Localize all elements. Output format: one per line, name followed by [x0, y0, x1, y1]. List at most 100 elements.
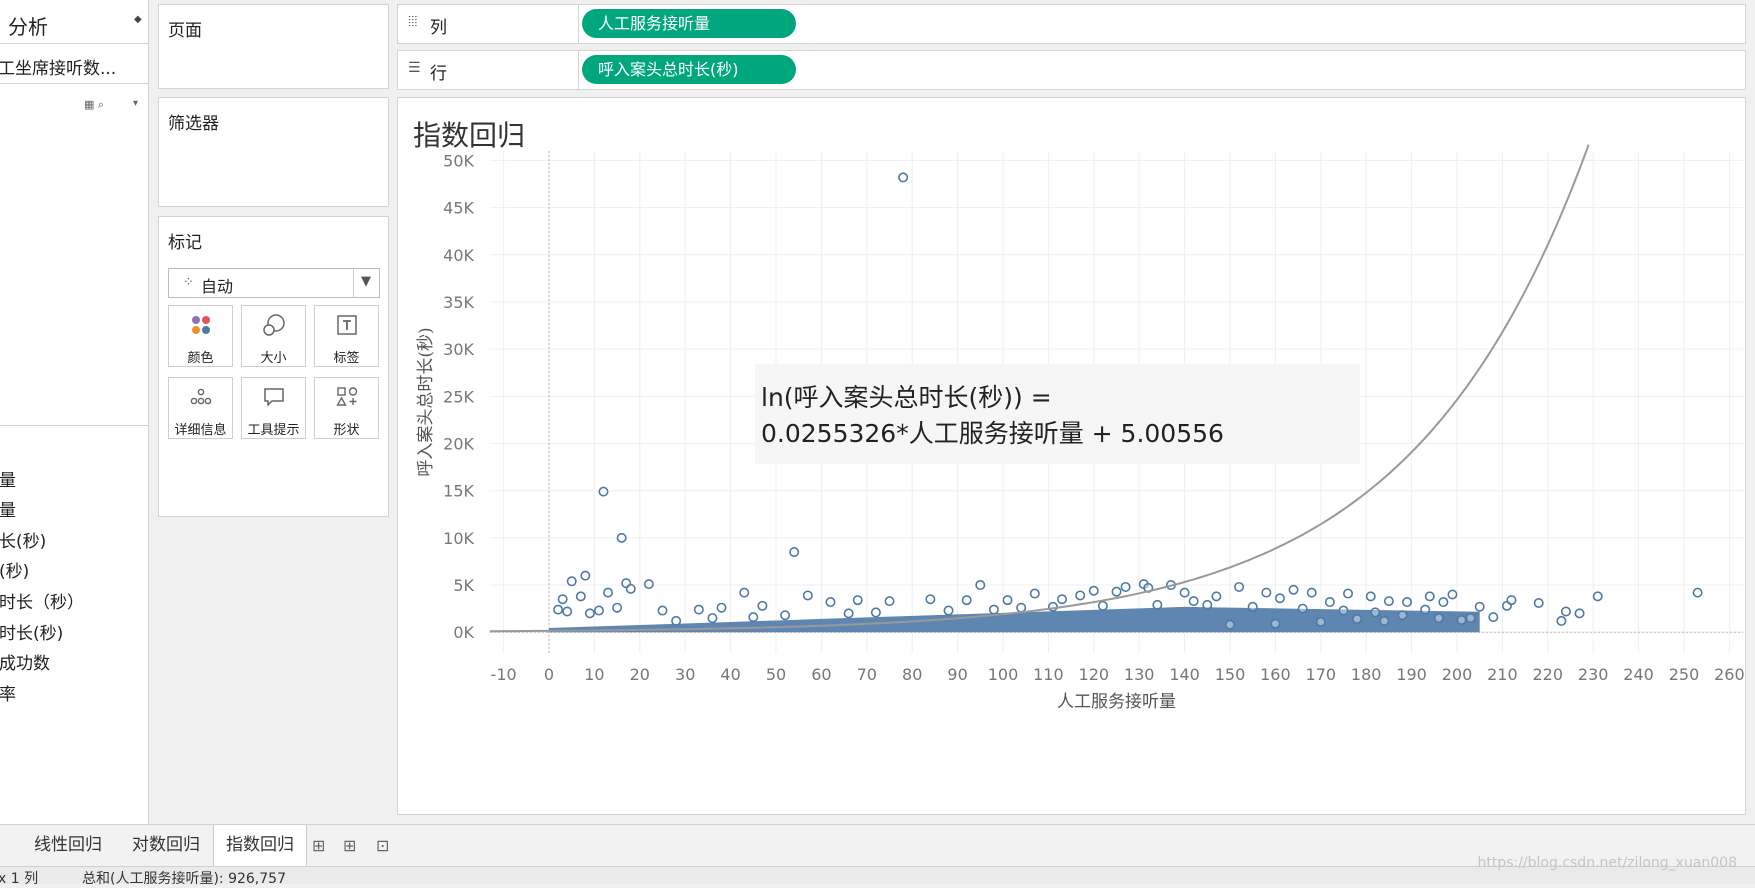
new-dashboard-icon[interactable]: ⊞: [343, 836, 357, 855]
mark-type-value: 自动: [201, 277, 234, 296]
y-tick-label: 15K: [443, 482, 474, 501]
analytics-tab[interactable]: 分析 ◆: [0, 0, 149, 44]
y-tick-label: 20K: [443, 435, 474, 454]
data-point: [1438, 597, 1449, 608]
size-button[interactable]: 大小: [241, 305, 306, 367]
measure-field[interactable]: (秒): [0, 562, 30, 582]
data-point: [1338, 605, 1349, 616]
data-point: [1556, 615, 1567, 626]
label-button[interactable]: 标签: [314, 305, 379, 367]
data-point: [884, 596, 895, 607]
filters-card[interactable]: 筛选器: [158, 97, 389, 207]
detail-button[interactable]: 详细信息: [168, 377, 233, 439]
tab-exponential-regression[interactable]: 指数回归: [213, 825, 307, 866]
data-point: [707, 613, 718, 624]
dropdown-separator: [353, 269, 354, 297]
shape-button-label: 形状: [333, 423, 360, 438]
data-point: [757, 600, 768, 611]
columns-shelf-header: ⦙⦙⦙ 列: [398, 5, 579, 43]
annotation-line-1: ln(呼入案头总时长(秒)) =: [761, 383, 1052, 412]
scatter-chart[interactable]: -10 0 10 20 30 40 50 60 70 80 90 100 110 120 130 140 150…: [398, 98, 1745, 814]
pages-card[interactable]: 页面: [158, 4, 389, 89]
columns-shelf-label: 列: [430, 18, 447, 38]
data-point: [716, 602, 727, 613]
new-worksheet-icon[interactable]: ⊞: [312, 836, 326, 855]
chevron-down-icon[interactable]: ▼: [361, 274, 371, 289]
data-point: [1315, 616, 1326, 627]
data-point: [1016, 602, 1027, 613]
y-tick-label: 35K: [443, 293, 474, 312]
measure-field[interactable]: 成功数: [0, 654, 50, 674]
data-point: [1402, 597, 1413, 608]
list-search-icon[interactable]: ▦ ⌕: [84, 98, 105, 111]
data-point: [1456, 614, 1467, 625]
data-point: [625, 583, 636, 594]
data-point: [1111, 586, 1122, 597]
data-point: [1447, 589, 1458, 600]
data-point: [1433, 613, 1444, 624]
tab-toggle-icon[interactable]: ◆: [134, 14, 142, 25]
measure-field[interactable]: 时长(秒): [0, 624, 64, 644]
y-tick-label: 10K: [443, 529, 474, 548]
data-point: [1120, 581, 1131, 592]
x-tick-label: 170: [1306, 665, 1337, 684]
rows-shelf[interactable]: ☰ 行 呼入案头总时长(秒): [397, 50, 1746, 90]
shape-button[interactable]: 形状: [314, 377, 379, 439]
data-point: [1352, 614, 1363, 625]
measure-field[interactable]: 时长（秒）: [0, 593, 84, 613]
data-point: [925, 594, 936, 605]
tab-log-regression[interactable]: 对数回归: [132, 835, 200, 855]
data-point: [1270, 618, 1281, 629]
data-point: [852, 595, 863, 606]
x-tick-label: 60: [811, 665, 831, 684]
data-point: [1574, 608, 1585, 619]
tab-linear-regression[interactable]: 线性回归: [34, 835, 102, 855]
shape-icon: [315, 385, 378, 414]
measure-field[interactable]: 量: [0, 501, 16, 521]
status-dimensions: x 1 列: [0, 871, 39, 887]
pages-card-title: 页面: [168, 21, 202, 41]
data-point: [1383, 596, 1394, 607]
data-point: [825, 597, 836, 608]
rows-field-pill[interactable]: 呼入案头总时长(秒): [582, 55, 796, 84]
tooltip-button[interactable]: 工具提示: [241, 377, 306, 439]
data-point: [1288, 584, 1299, 595]
size-icon: [242, 313, 305, 342]
trend-annotation[interactable]: ln(呼入案头总时长(秒)) = 0.0255326*人工服务接听量 + 5.0…: [755, 364, 1360, 464]
x-tick-label: 50: [766, 665, 786, 684]
data-point: [943, 605, 954, 616]
measure-field[interactable]: 率: [0, 685, 16, 705]
data-point: [1211, 591, 1222, 602]
data-point: [557, 594, 568, 605]
color-button-label: 颜色: [187, 351, 214, 366]
data-point: [1179, 587, 1190, 598]
x-tick-label: -10: [491, 665, 517, 684]
data-point: [1297, 603, 1308, 614]
columns-shelf[interactable]: ⦙⦙⦙ 列 人工服务接听量: [397, 4, 1746, 44]
data-source-item[interactable]: 工坐席接听数...: [0, 44, 149, 84]
data-point: [1370, 607, 1381, 618]
mark-type-dropdown[interactable]: ⁘ 自动 ▼: [168, 268, 380, 298]
measure-field[interactable]: 长(秒): [0, 532, 47, 552]
new-story-icon[interactable]: ⊡: [376, 836, 390, 855]
x-tick-label: 70: [857, 665, 877, 684]
data-point: [1692, 587, 1703, 598]
x-tick-label: 100: [988, 665, 1019, 684]
color-button[interactable]: 颜色: [168, 305, 233, 367]
x-tick-label: 150: [1215, 665, 1246, 684]
data-point: [961, 595, 972, 606]
x-tick-label: 0: [544, 665, 554, 684]
data-point: [566, 576, 577, 587]
data-point: [1057, 594, 1068, 605]
data-point: [748, 612, 759, 623]
label-icon: [315, 313, 378, 342]
data-point: [1234, 581, 1245, 592]
y-tick-label: 5K: [453, 576, 474, 595]
measure-field[interactable]: 量: [0, 471, 16, 491]
data-point: [1488, 612, 1499, 623]
color-icon: [169, 313, 232, 342]
annotation-line-2: 0.0255326*人工服务接听量 + 5.00556: [761, 419, 1224, 448]
data-point: [898, 172, 909, 183]
columns-field-pill[interactable]: 人工服务接听量: [582, 9, 796, 38]
chevron-down-icon[interactable]: ▾: [133, 98, 139, 109]
